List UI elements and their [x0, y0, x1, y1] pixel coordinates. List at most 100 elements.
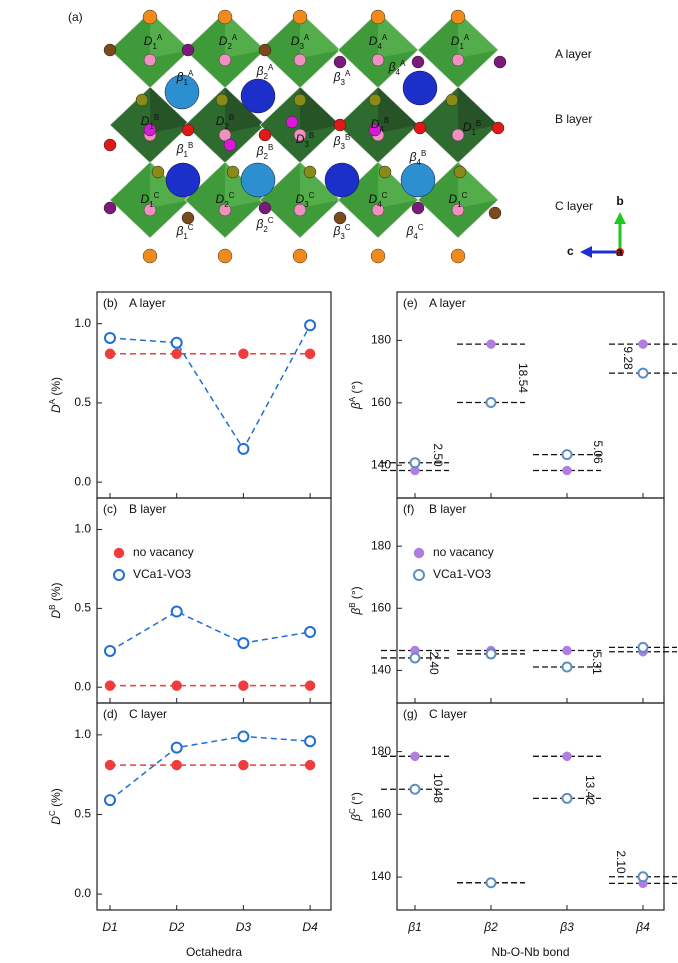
site-label: β3A — [333, 69, 351, 87]
y-tick-label: 0.5 — [74, 807, 91, 821]
text-part: 3 — [304, 200, 309, 209]
point — [487, 878, 496, 887]
y-axis-label: βA (°) — [348, 381, 364, 410]
text-part: B — [345, 133, 350, 142]
point — [639, 872, 648, 881]
axis-label: a — [616, 245, 623, 259]
point — [487, 340, 496, 349]
annotation: 2.50 — [431, 443, 445, 467]
point — [639, 369, 648, 378]
y-tick-label: 1.0 — [74, 727, 91, 741]
point — [639, 643, 648, 652]
y-tick-label: 140 — [371, 663, 391, 677]
site-label: β2A — [256, 63, 274, 81]
text-part: β — [333, 134, 341, 148]
text-part: 1 — [149, 200, 154, 209]
series-line — [110, 325, 310, 449]
text-part: A — [400, 59, 406, 68]
series-line — [110, 612, 310, 651]
point — [411, 785, 420, 794]
text-part: A — [345, 69, 351, 78]
point — [172, 349, 182, 359]
y-tick-label: 1.0 — [74, 522, 91, 536]
y-axis-label: βC (°) — [348, 792, 364, 822]
big-atom — [166, 163, 200, 197]
point — [563, 662, 572, 671]
arrow-head — [614, 212, 626, 224]
text-part: A — [268, 63, 274, 72]
atom — [304, 166, 316, 178]
text-part: D — [144, 34, 153, 48]
panel-title: A layer — [129, 296, 166, 310]
text-part: D — [216, 114, 225, 128]
text-part: D — [219, 34, 228, 48]
text-part: 4 — [413, 232, 418, 241]
annotation: 10.48 — [431, 773, 445, 803]
text-part: β — [175, 224, 183, 238]
text-part: 3 — [299, 42, 304, 51]
text-part: β — [176, 142, 184, 156]
text-part: B — [154, 113, 159, 122]
atom — [414, 122, 426, 134]
big-atom — [403, 71, 437, 105]
text-part: D — [49, 404, 63, 413]
text-part: (°) — [349, 381, 363, 397]
legend-label: no vacancy — [133, 545, 194, 559]
text-part: 3 — [304, 140, 309, 149]
point — [563, 450, 572, 459]
plot-frame — [97, 703, 331, 910]
text-part: 2 — [263, 225, 268, 234]
point — [563, 466, 572, 475]
text-part: B — [268, 143, 273, 152]
text-part: 3 — [341, 142, 346, 151]
atom — [452, 54, 464, 66]
text-part: B — [421, 149, 426, 158]
axis-label: c — [567, 244, 574, 258]
text-part: β — [349, 608, 363, 616]
atom — [293, 249, 307, 263]
text-part: 1 — [471, 128, 476, 137]
atom — [372, 54, 384, 66]
text-part: 4 — [377, 42, 382, 51]
point — [411, 653, 420, 662]
point — [563, 646, 572, 655]
panel-label: (d) — [103, 707, 118, 721]
site-label: β2B — [256, 143, 274, 161]
atom — [294, 94, 306, 106]
big-atom — [241, 163, 275, 197]
y-tick-label: 1.0 — [74, 316, 91, 330]
atom — [259, 202, 271, 214]
text-part: B — [384, 116, 389, 125]
layer-label: C layer — [555, 199, 593, 213]
text-part: 2 — [224, 200, 229, 209]
text-part: 1 — [149, 122, 154, 131]
x-tick-label: D4 — [302, 920, 318, 934]
point — [639, 340, 648, 349]
atom — [379, 166, 391, 178]
text-part: 1 — [459, 42, 464, 51]
site-label: β4C — [405, 223, 423, 241]
text-part: 4 — [377, 200, 382, 209]
chart-panel: 0.00.51.0DA (%)(b)A layer — [48, 292, 331, 498]
plot-frame — [97, 292, 331, 498]
y-tick-label: 160 — [371, 807, 391, 821]
crystal-structure: (a)D1AD2AD3AD4AD1Aβ1Aβ2Aβ3Aβ4AD1BD2BD3BD… — [68, 10, 626, 263]
panel-title: A layer — [429, 296, 466, 310]
text-part: D — [216, 192, 225, 206]
text-part: 3 — [340, 232, 345, 241]
panel-title: B layer — [129, 502, 166, 516]
atom — [446, 94, 458, 106]
text-part: 1 — [184, 150, 189, 159]
atom — [454, 166, 466, 178]
text-part: β — [349, 402, 363, 410]
atom — [293, 10, 307, 24]
text-part: D — [451, 34, 460, 48]
point — [172, 338, 182, 348]
y-tick-label: 0.5 — [74, 601, 91, 615]
text-part: 4 — [379, 125, 384, 134]
axis-label: b — [616, 194, 623, 208]
point — [105, 795, 115, 805]
atom — [218, 10, 232, 24]
atom — [143, 10, 157, 24]
chart-panel: 0.00.51.0DB (%)(c)B layerno vacancyVCa1-… — [48, 498, 331, 703]
